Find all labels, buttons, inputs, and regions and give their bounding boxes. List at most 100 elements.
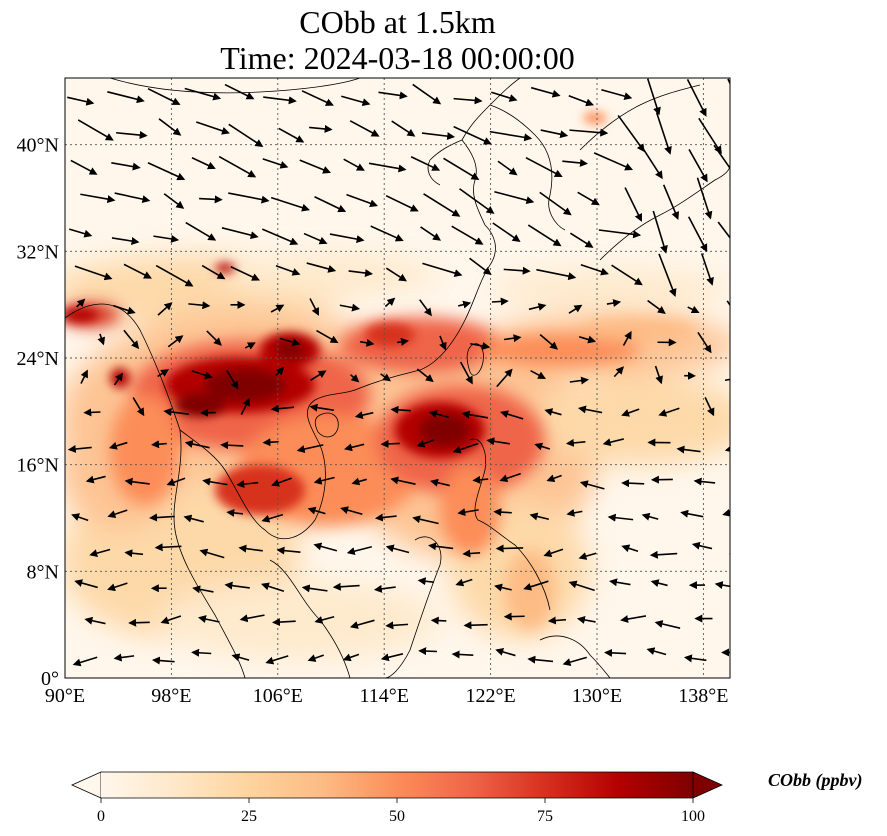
wind-arrow: [649, 550, 678, 559]
wind-arrow: [343, 158, 365, 171]
wind-arrow: [107, 509, 128, 518]
wind-arrow: [123, 263, 152, 279]
wind-arrow: [346, 193, 378, 208]
wind-arrow: [683, 654, 707, 663]
wind-arrow: [238, 544, 263, 553]
wind-arrow: [416, 439, 435, 448]
wind-arrow: [458, 300, 472, 309]
wind-arrow: [349, 120, 380, 137]
wind-arrow: [107, 91, 145, 104]
x-tick-label: 90°E: [45, 685, 85, 707]
y-tick-label: 40°N: [17, 135, 59, 157]
wind-arrow: [463, 621, 488, 630]
wind-arrow: [339, 303, 361, 312]
wind-arrow: [654, 365, 663, 385]
wind-arrow: [309, 403, 334, 412]
wind-arrow: [606, 299, 622, 307]
wind-arrow: [527, 655, 554, 664]
wind-arrow: [206, 330, 222, 346]
wind-arrow: [658, 407, 680, 417]
wind-arrow: [420, 226, 442, 241]
wind-arrow: [523, 580, 549, 591]
wind-arrow: [384, 297, 396, 308]
wind-arrow: [261, 513, 284, 523]
wind-arrow: [676, 445, 701, 454]
x-tick-label: 130°E: [572, 685, 622, 707]
wind-arrow: [569, 232, 594, 248]
wind-arrow: [124, 477, 150, 486]
wind-arrow: [543, 548, 564, 558]
wind-arrow: [183, 514, 204, 523]
wind-arrow: [593, 152, 634, 171]
wind-arrow: [700, 253, 714, 286]
wind-arrow: [278, 127, 305, 143]
wind-arrow: [128, 618, 150, 627]
wind-arrow: [686, 78, 707, 117]
wind-arrow: [309, 298, 319, 316]
map-subtitle-time: Time: 2024-03-18 00:00:00: [220, 40, 575, 76]
wind-arrow: [641, 512, 659, 521]
wind-arrow: [495, 648, 516, 657]
wind-arrow: [729, 184, 730, 186]
wind-arrow: [307, 506, 326, 515]
wind-arrow: [239, 614, 265, 623]
wind-arrow: [76, 298, 86, 308]
wind-arrow: [226, 508, 243, 517]
wind-arrow: [196, 121, 230, 135]
wind-arrow: [491, 297, 509, 306]
wind-arrow: [261, 228, 299, 246]
x-tick-label: 114°E: [359, 685, 408, 707]
wind-arrow: [527, 224, 562, 247]
x-tick-label: 98°E: [151, 685, 191, 707]
wind-arrow: [687, 216, 708, 253]
wind-vectors: [67, 78, 753, 667]
wind-arrow: [530, 369, 547, 379]
wind-arrow: [453, 96, 483, 105]
wind-arrow: [147, 162, 186, 181]
wind-arrow: [647, 299, 666, 314]
y-tick-label: 16°N: [17, 455, 59, 477]
wind-arrow: [163, 193, 185, 209]
wind-arrow: [547, 616, 567, 625]
wind-arrow: [419, 299, 432, 317]
wind-arrow: [226, 369, 239, 390]
wind-arrow: [741, 112, 753, 148]
wind-arrow: [613, 366, 624, 378]
y-axis-ticks: 0° 8°N 16°N 24°N 32°N 40°N: [17, 135, 59, 690]
wind-arrow: [314, 615, 335, 624]
wind-arrow: [620, 615, 647, 623]
wind-arrow: [621, 544, 639, 553]
wind-arrow: [191, 648, 212, 657]
wind-arrow: [202, 477, 228, 486]
wind-arrow: [604, 648, 627, 657]
wind-arrow: [230, 266, 260, 281]
wind-arrow: [228, 192, 270, 204]
wind-arrow: [74, 265, 113, 281]
wind-arrow: [622, 330, 632, 346]
wind-arrow: [385, 194, 419, 212]
wind-arrow: [385, 267, 407, 282]
wind-arrow: [224, 83, 255, 100]
wind-arrow: [654, 620, 681, 629]
wind-arrow: [113, 372, 123, 386]
wind-arrow: [430, 616, 447, 625]
wind-arrow: [443, 157, 480, 180]
colorbar-min-extend: [71, 771, 102, 799]
wind-arrow: [301, 584, 328, 593]
wind-arrow: [617, 114, 645, 153]
wind-arrow: [301, 90, 334, 106]
wind-arrow: [539, 334, 559, 350]
wind-arrow: [368, 162, 407, 173]
wind-arrow: [534, 442, 551, 451]
wind-arrow: [155, 264, 194, 287]
wind-arrow: [457, 508, 479, 517]
wind-arrow: [342, 653, 360, 662]
wind-arrow: [469, 257, 492, 275]
wind-arrow: [568, 95, 594, 107]
wind-arrow: [728, 550, 730, 559]
wind-arrow: [341, 95, 371, 107]
wind-arrow: [598, 229, 642, 239]
wind-arrow: [726, 300, 730, 307]
wind-arrow: [462, 549, 481, 558]
